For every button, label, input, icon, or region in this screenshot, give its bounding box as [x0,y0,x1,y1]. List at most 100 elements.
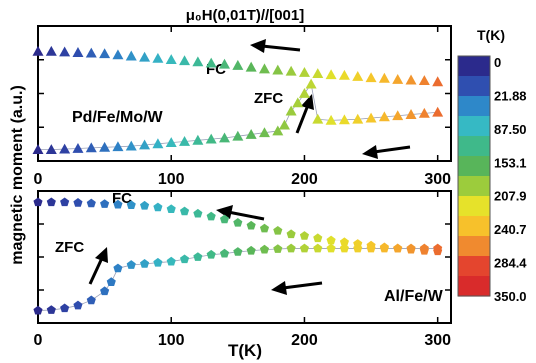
fc-data-point [125,50,137,61]
fc-data-point [166,204,176,213]
colorbar-tick-label: 284.4 [494,256,527,271]
zfc-data-point [106,277,116,286]
x-tick-label: 200 [291,332,318,349]
zfc-data-point [352,113,364,124]
fc-data-point [45,45,57,56]
fc-data-point [405,74,417,85]
colorbar-band [458,76,490,97]
zfc-data-point [193,252,203,261]
zfc-data-point [100,286,110,296]
zfc-data-point [393,243,403,253]
zfc-data-point [140,259,150,268]
colorbar-band [458,116,490,137]
colorbar-tick-label: 21.88 [494,88,527,103]
zfc-data-point [219,248,230,258]
zfc-data-point [353,243,363,253]
y-axis-label: magnetic moment (a.u.) [9,85,26,265]
fc-data-point [219,214,230,224]
colorbar-band [458,96,490,117]
zfc-data-point [245,128,257,139]
colorbar-band [458,276,490,297]
zfc-data-point [206,249,216,259]
top-x-axis-ticks: 0 100 200 300 [34,26,451,188]
top-plot-frame [37,25,452,162]
fc-data-point [326,235,336,245]
fc-data-point [179,206,190,216]
fc-data-point [73,198,83,207]
zfc-data-point [192,134,204,145]
zfc-data-point [406,243,416,253]
colorbar-band [458,56,490,77]
fc-data-point [112,49,124,60]
colorbar-band [458,196,490,217]
zfc-data-point [232,130,244,141]
zfc-data-point [179,135,191,146]
colorbar-border [457,55,491,297]
zfc-data-point [278,119,290,130]
fc-data-point [312,68,324,79]
zfc-data-point [292,97,304,108]
fc-data-point [246,220,256,230]
y-axis-ticks [38,59,451,291]
zfc-data-point [152,138,164,149]
zfc-data-point [312,113,324,124]
zfc-data-point [72,142,84,153]
fc-data-point [179,55,191,66]
zfc-data-point [112,141,124,152]
zfc-guide-line [38,83,438,151]
colorbar-band [458,156,490,177]
zfc-data-point [339,243,349,253]
colorbar-tick-label: 207.9 [494,189,527,204]
arrow-bottom-zfc-up [88,247,108,285]
fc-data-point [100,199,110,208]
colorbar-band [458,236,490,257]
zfc-data-point [365,112,377,123]
fc-data-point [32,45,44,56]
colorbar: 0 21.88 87.50 153.1 207.9 240.7 284.4 350.0 [457,55,527,304]
zfc-data-point [59,143,71,154]
zfc-data-point [313,243,323,253]
fc-data-point [298,66,310,77]
fc-data-point [325,69,337,80]
zfc-data-point [378,111,390,122]
zfc-data-point [33,305,43,315]
x-tick-label: 300 [424,332,451,349]
fc-data-point [273,225,283,235]
zfc-data-point [205,133,217,144]
zfc-data-point [272,125,284,136]
top-sample-label: Pd/Fe/Mo/W [72,109,164,126]
zfc-data-point [46,305,56,314]
fc-data-point [392,73,404,84]
zfc-data-point [113,263,123,273]
colorbar-title: T(K) [477,27,505,43]
fc-data-point [33,197,43,207]
fc-data-point [99,48,111,59]
bottom-x-axis-ticks: 0 100 200 300 [34,191,451,349]
zfc-data-point [85,142,97,153]
fc-data-point [140,200,150,210]
zfc-data-point [405,109,417,119]
zfc-data-point [298,88,310,98]
zfc-data-point [338,114,350,125]
x-axis-label: T(K) [228,341,262,360]
zfc-data-point [432,106,444,117]
colorbar-band [458,216,490,237]
zfc-data-point [126,260,136,269]
zfc-data-point [259,244,270,254]
zfc-data-point [273,244,283,253]
colorbar-band [458,256,490,277]
fc-data-point [245,61,257,72]
fc-data-point [72,47,84,57]
arrow-top-fc [250,39,301,53]
fc-data-point [285,65,297,76]
bottom-sample-label: Al/Fe/W [384,288,444,305]
fc-data-point [206,211,216,221]
zfc-data-point [433,243,443,253]
fc-data-point [233,218,243,227]
fc-data-point [205,57,217,68]
zfc-data-point [379,243,389,253]
fc-data-point [232,59,244,70]
bottom-data-points [33,197,443,315]
fc-data-point [313,233,323,243]
zfc-data-point [325,114,337,125]
